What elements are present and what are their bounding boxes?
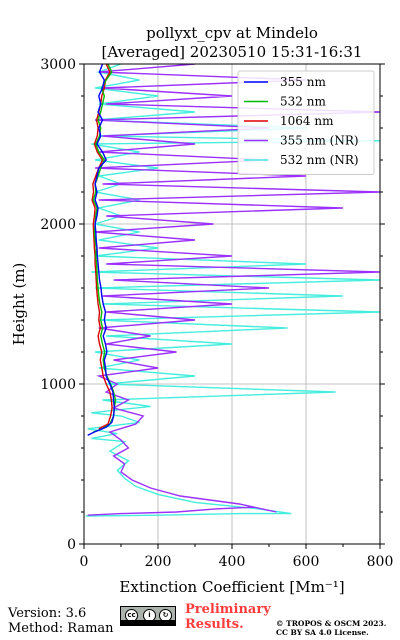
copyright-line2: CC BY SA 4.0 License. (276, 628, 369, 637)
series-line-1064-nm (91, 64, 113, 430)
legend-label: 532 nm (280, 95, 326, 109)
legend-label: 532 nm (NR) (280, 153, 359, 167)
copyright-text: © TROPOS & OSCM 2023. CC BY SA 4.0 Licen… (276, 619, 386, 637)
y-axis-label: Height (m) (10, 263, 28, 346)
x-axis-label: Extinction Coefficient [Mm⁻¹] (119, 578, 344, 596)
tick-layer: 0 200 400 600 800 0 1000 2000 3000 (40, 57, 393, 570)
series-line-532-nm-nr (85, 64, 380, 517)
legend-box (237, 70, 375, 175)
legend-label: 355 nm (280, 75, 326, 89)
legend-label: 1064 nm (280, 114, 334, 128)
x-tick-label: 200 (145, 554, 172, 570)
preliminary-results-label: Preliminary Results. (185, 602, 271, 632)
chart-title: pollyxt_cpv at Mindelo (146, 24, 318, 42)
version-text: Version: 3.6 (8, 606, 87, 621)
y-tick-label: 3000 (40, 57, 76, 73)
chart-subtitle: [Averaged] 20230510 15:31-16:31 (102, 43, 363, 61)
legend: 355 nm 532 nm 1064 nm 355 nm (NR) 532 nm (NR… (237, 70, 375, 175)
y-tick-label: 0 (67, 537, 76, 553)
x-tick-label: 600 (293, 554, 320, 570)
badge-strip (121, 620, 175, 625)
x-tick-label: 0 (80, 554, 89, 570)
series-line-355-nm (87, 64, 116, 436)
y-tick-label: 2000 (40, 217, 76, 233)
y-tick-label: 1000 (40, 377, 76, 393)
legend-label: 355 nm (NR) (280, 134, 359, 148)
preliminary-line2: Results. (185, 617, 244, 632)
copyright-line1: © TROPOS & OSCM 2023. (276, 619, 387, 628)
extinction-chart: pollyxt_cpv at Mindelo [Averaged] 202305… (10, 24, 393, 596)
series-layer (85, 64, 380, 517)
x-tick-label: 800 (367, 554, 394, 570)
series-line-355-nm-nr (87, 64, 380, 516)
method-text: Method: Raman (8, 621, 114, 636)
x-tick-label: 400 (219, 554, 246, 570)
cc-license-badge: cc i ↻ (120, 606, 176, 626)
preliminary-line1: Preliminary (185, 602, 271, 617)
